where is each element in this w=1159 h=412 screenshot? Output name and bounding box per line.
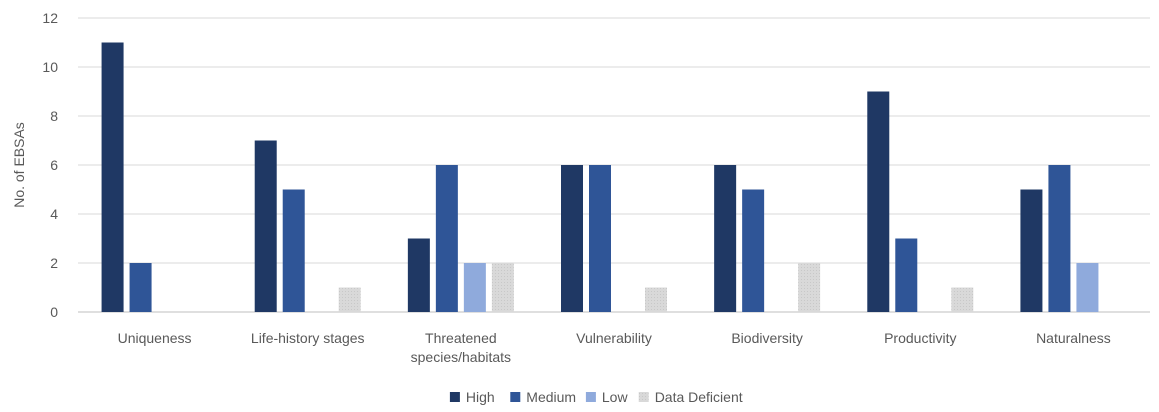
- bar-medium: [1048, 165, 1071, 312]
- bar-data-deficient: [645, 287, 667, 312]
- y-axis-title: No. of EBSAs: [11, 122, 27, 208]
- bar-high: [101, 42, 124, 312]
- bars: [101, 42, 1099, 312]
- x-category-label: Uniqueness: [118, 330, 192, 346]
- gridlines: [78, 17, 1150, 313]
- bar-medium: [282, 189, 305, 312]
- x-category-label: Threatened species/habitats: [411, 330, 511, 365]
- bar-data-deficient: [951, 287, 974, 312]
- bar-medium: [589, 165, 611, 312]
- bar-high: [254, 140, 277, 312]
- bar-medium: [435, 165, 458, 312]
- legend-swatch: [638, 392, 649, 402]
- y-tick-label: 2: [50, 255, 58, 271]
- x-category-label: Biodiversity: [731, 330, 803, 346]
- y-tick-label: 0: [50, 304, 58, 320]
- bar-high: [1020, 189, 1043, 312]
- y-tick-label: 6: [50, 157, 58, 173]
- y-tick-label: 12: [42, 10, 58, 26]
- bar-high: [867, 91, 890, 312]
- bar-high: [407, 238, 430, 312]
- bar-low: [1076, 263, 1099, 312]
- legend-label: Medium: [526, 389, 576, 405]
- bar-medium: [742, 189, 765, 312]
- y-tick-label: 10: [42, 59, 58, 75]
- legend: High Medium Low Data Deficient: [449, 389, 743, 405]
- bar-data-deficient: [491, 263, 514, 312]
- legend-swatch: [449, 392, 460, 402]
- x-category-label: Productivity: [884, 330, 956, 346]
- bar-medium: [895, 238, 918, 312]
- x-category-label: Naturalness: [1036, 330, 1111, 346]
- legend-label: Data Deficient: [655, 389, 743, 405]
- x-category-label: Vulnerability: [576, 330, 652, 346]
- legend-label: Low: [602, 389, 629, 405]
- y-tick-label: 4: [50, 206, 58, 222]
- bar-low: [463, 263, 486, 312]
- y-tick-label: 8: [50, 108, 58, 124]
- x-axis-categories: Uniqueness Life-history stages Threatened s…: [118, 330, 1111, 365]
- bar-medium: [129, 263, 152, 312]
- bar-data-deficient: [338, 287, 361, 312]
- bar-high: [561, 165, 583, 312]
- bar-data-deficient: [798, 263, 821, 312]
- y-axis-ticks: 0 2 4 6 8 10 12: [42, 10, 58, 320]
- legend-swatch: [585, 392, 596, 402]
- legend-swatch: [510, 392, 521, 402]
- bar-high: [714, 165, 737, 312]
- x-category-label: Life-history stages: [251, 330, 365, 346]
- legend-label: High: [466, 389, 495, 405]
